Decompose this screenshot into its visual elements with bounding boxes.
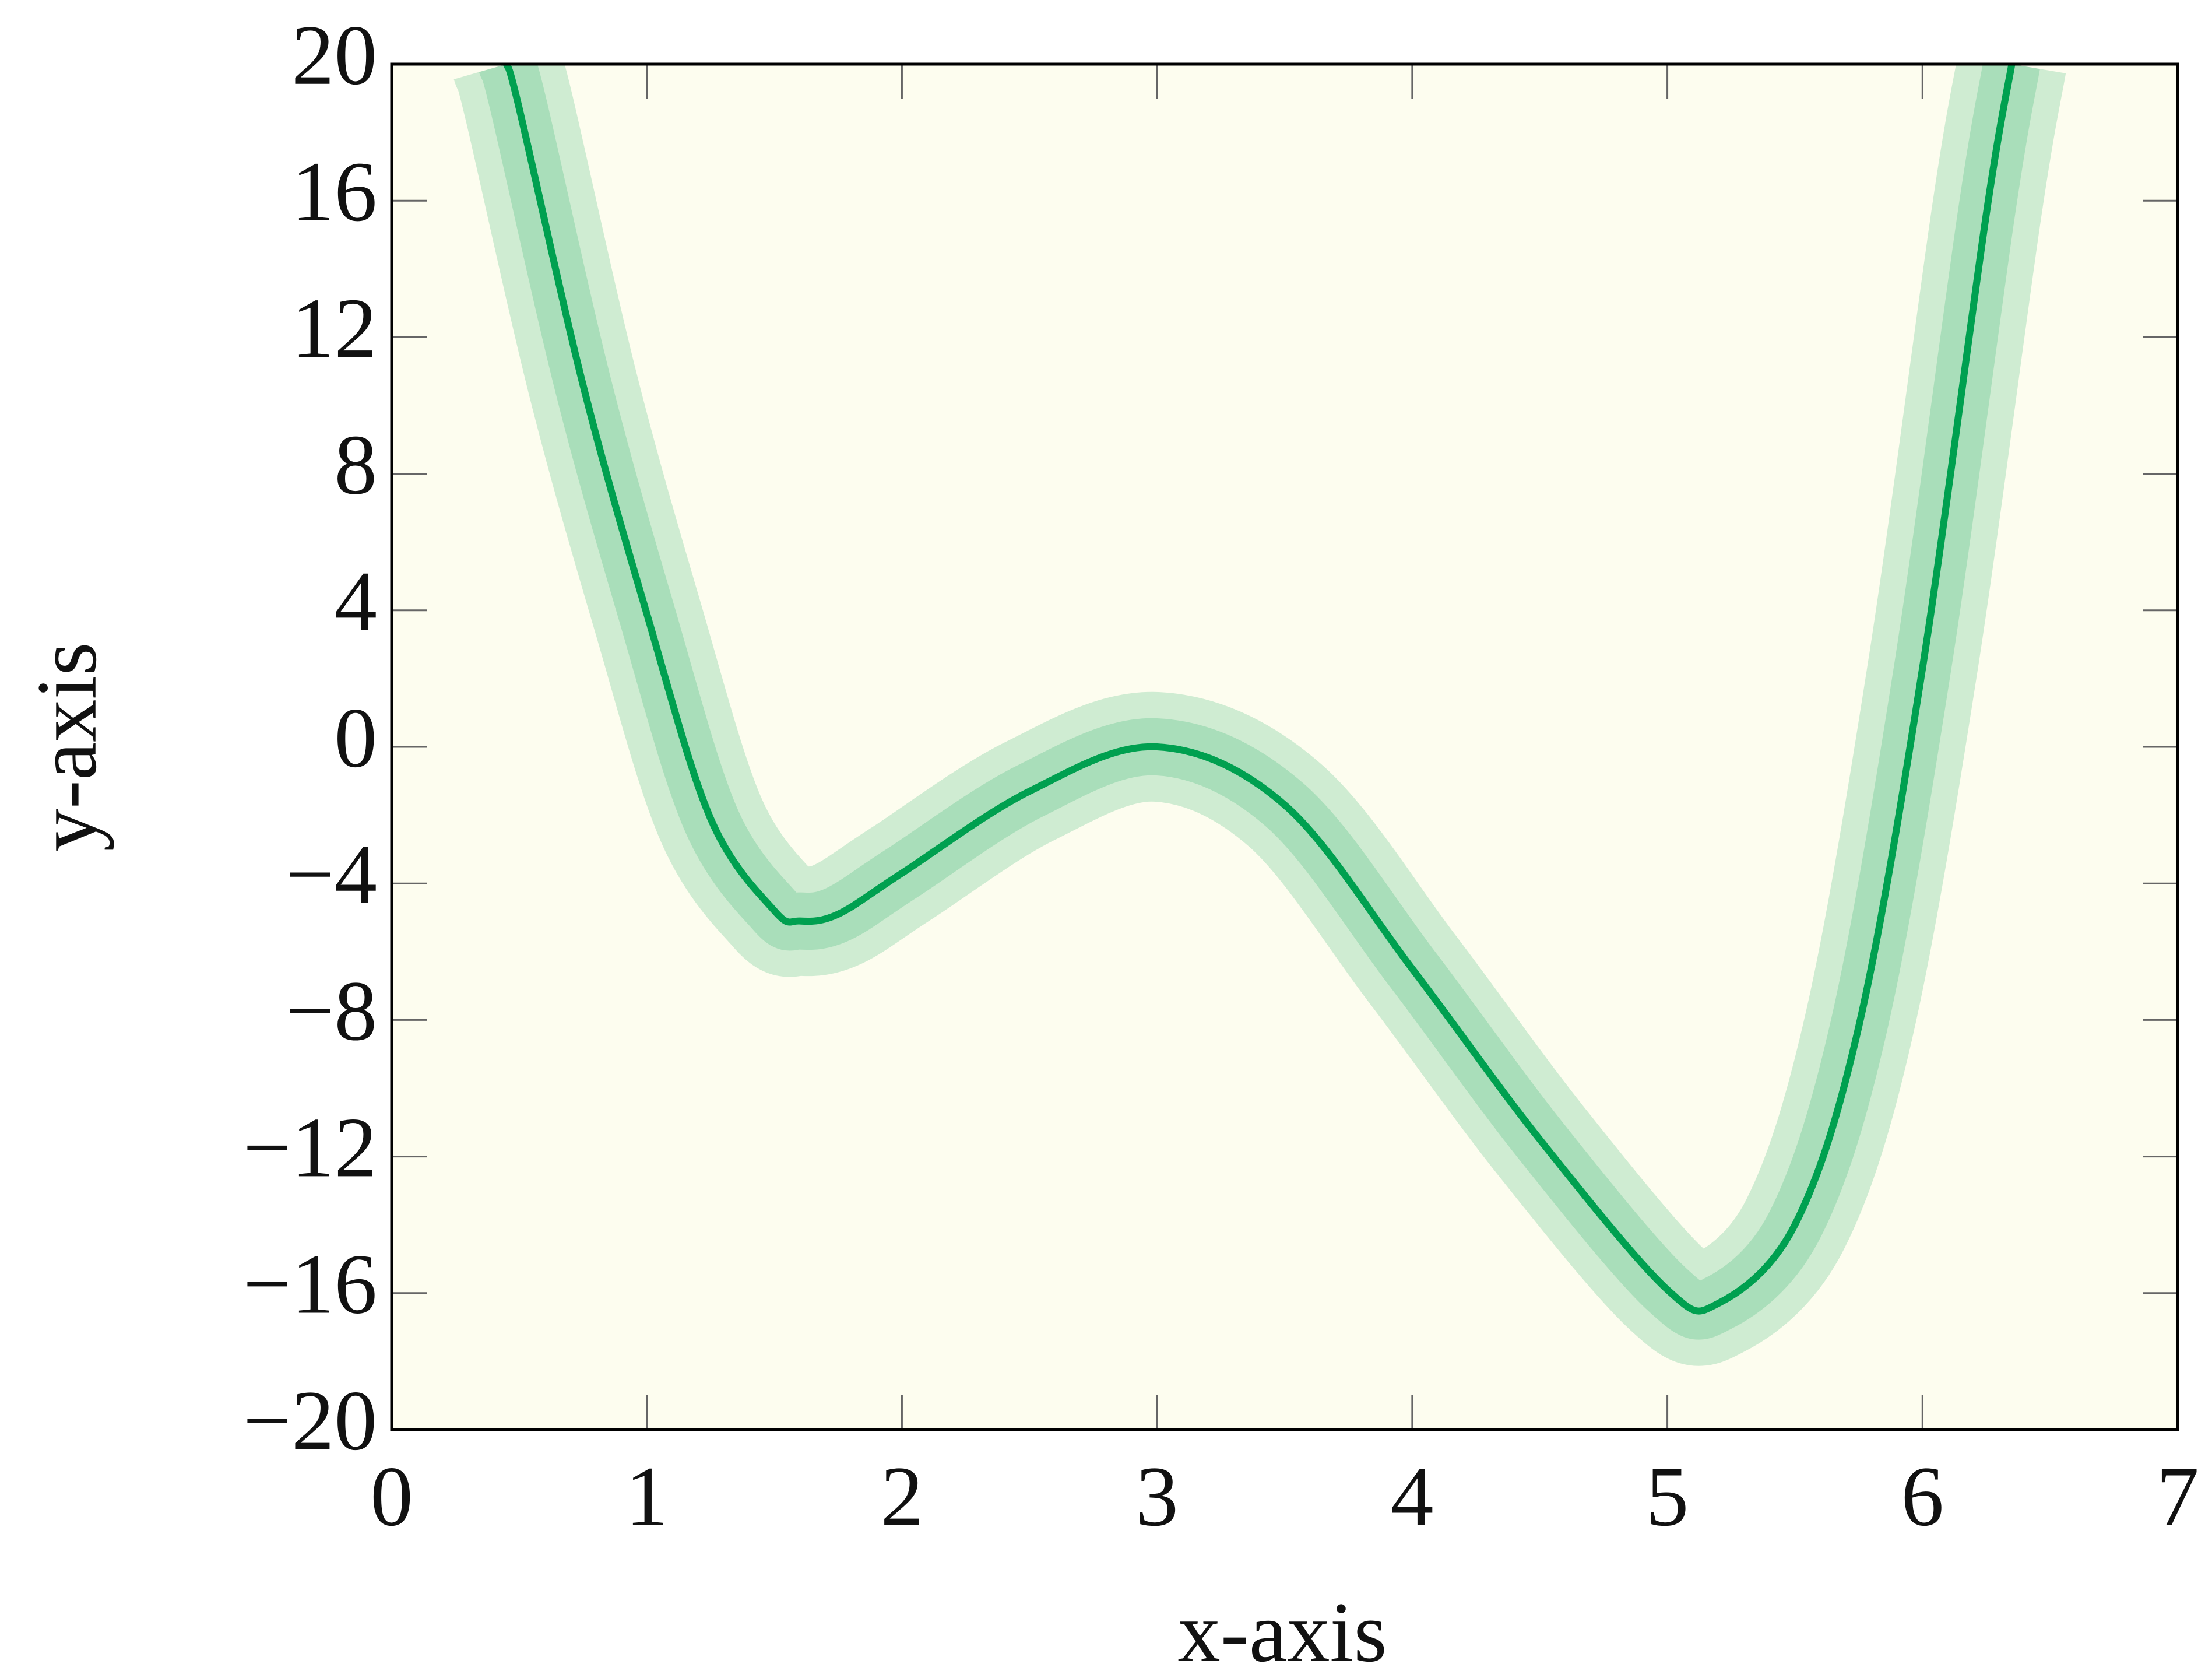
x-tick-label: 2 <box>881 1449 924 1544</box>
y-tick-label: 20 <box>291 8 377 103</box>
x-tick-label: 4 <box>1391 1449 1434 1544</box>
x-tick-label: 7 <box>2156 1449 2199 1544</box>
x-tick-label: 3 <box>1135 1449 1179 1544</box>
y-tick-label: 16 <box>291 144 377 239</box>
y-axis-label: y-axis <box>19 642 114 851</box>
y-tick-label: −16 <box>243 1237 377 1332</box>
y-tick-label: 12 <box>291 280 377 375</box>
x-tick-label: 0 <box>370 1449 413 1544</box>
y-tick-label: 0 <box>335 690 378 785</box>
x-axis-label: x-axis <box>1177 1585 1387 1678</box>
plot <box>453 64 2066 1366</box>
frame <box>390 62 2179 1431</box>
x-tick-label: 1 <box>625 1449 669 1544</box>
y-tick-label: −12 <box>243 1100 377 1195</box>
line <box>503 64 2016 1315</box>
y-tick-label: −20 <box>243 1373 377 1468</box>
y-tick-label: 8 <box>335 417 378 512</box>
plot-area <box>392 64 2178 1430</box>
y-tick-label: −8 <box>286 963 377 1058</box>
x-tick-label: 5 <box>1646 1449 1689 1544</box>
x-tick-label: 6 <box>1901 1449 1944 1544</box>
y-tick-label: −4 <box>286 827 377 922</box>
y-tick-label: 4 <box>335 554 378 649</box>
